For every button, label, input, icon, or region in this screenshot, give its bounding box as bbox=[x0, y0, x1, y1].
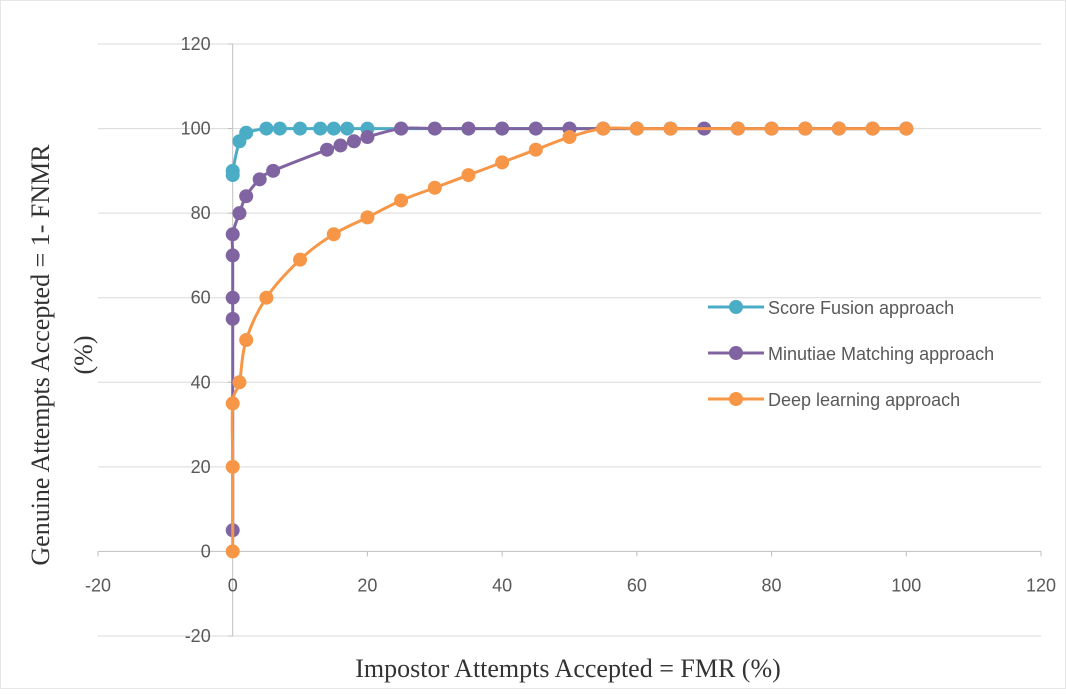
data-point bbox=[528, 121, 543, 136]
data-point bbox=[259, 290, 274, 305]
data-point bbox=[225, 227, 240, 242]
data-point bbox=[225, 544, 240, 559]
data-point bbox=[293, 252, 308, 267]
data-point bbox=[360, 210, 375, 225]
data-point bbox=[225, 396, 240, 411]
data-point bbox=[394, 193, 409, 208]
y-tick-label: -20 bbox=[185, 626, 211, 646]
y-axis-title-line1: Genuine Attempts Accepted = 1- FNMR bbox=[26, 144, 55, 566]
y-tick-label: 100 bbox=[181, 119, 211, 139]
data-point bbox=[293, 121, 308, 136]
data-point bbox=[326, 121, 341, 136]
data-point bbox=[225, 248, 240, 263]
legend-entry: Deep learning approach bbox=[708, 390, 960, 410]
legend-marker bbox=[729, 392, 743, 406]
legend-label: Score Fusion approach bbox=[768, 298, 954, 318]
data-point bbox=[346, 134, 361, 149]
x-tick-label: 80 bbox=[762, 575, 782, 595]
x-tick-label: 0 bbox=[228, 575, 238, 595]
data-point bbox=[239, 333, 254, 347]
data-point bbox=[360, 130, 375, 145]
x-tick-label: 40 bbox=[492, 575, 512, 595]
series bbox=[225, 121, 914, 559]
data-point bbox=[427, 121, 442, 136]
data-point bbox=[313, 121, 328, 136]
tick-labels: -20 0 20 40 60 80 100 120 -20 0 20 40 60 80 100 120 bbox=[85, 34, 1056, 646]
data-point bbox=[596, 121, 611, 136]
data-point bbox=[562, 130, 577, 145]
data-point bbox=[272, 121, 287, 136]
data-point bbox=[225, 290, 240, 305]
data-point bbox=[333, 138, 348, 153]
data-point bbox=[239, 125, 254, 140]
y-tick-label: 0 bbox=[201, 541, 211, 561]
data-point bbox=[232, 375, 247, 390]
data-point bbox=[730, 121, 745, 136]
y-tick-label: 60 bbox=[191, 288, 211, 308]
legend-marker bbox=[729, 300, 743, 314]
y-axis-title-line2: (%) bbox=[69, 336, 98, 375]
x-tick-label: 120 bbox=[1026, 575, 1056, 595]
data-point bbox=[252, 172, 267, 187]
data-point bbox=[798, 121, 813, 136]
data-point bbox=[225, 459, 240, 474]
data-point bbox=[239, 189, 254, 204]
x-axis-title: Impostor Attempts Accepted = FMR (%) bbox=[355, 654, 781, 683]
data-point bbox=[259, 121, 274, 136]
data-point bbox=[831, 121, 846, 136]
data-point bbox=[394, 121, 409, 136]
data-point bbox=[495, 121, 510, 136]
y-tick-label: 80 bbox=[191, 203, 211, 223]
data-point bbox=[495, 155, 510, 170]
data-point bbox=[663, 121, 678, 136]
legend-label: Minutiae Matching approach bbox=[768, 344, 994, 364]
data-point bbox=[320, 142, 335, 157]
legend: Score Fusion approach Minutiae Matching a… bbox=[708, 298, 994, 410]
data-point bbox=[629, 121, 644, 136]
legend-entry: Minutiae Matching approach bbox=[708, 344, 994, 364]
legend-entry: Score Fusion approach bbox=[708, 298, 954, 318]
series-3 bbox=[225, 121, 914, 559]
x-tick-label: -20 bbox=[85, 575, 111, 595]
data-point bbox=[340, 121, 355, 136]
data-point bbox=[528, 142, 543, 157]
x-tick-label: 60 bbox=[627, 575, 647, 595]
y-tick-label: 120 bbox=[181, 34, 211, 54]
legend-marker bbox=[729, 346, 743, 360]
data-point bbox=[326, 227, 341, 242]
y-tick-label: 40 bbox=[191, 372, 211, 392]
data-point bbox=[225, 311, 240, 326]
data-point bbox=[899, 121, 914, 136]
data-point bbox=[232, 206, 247, 221]
data-point bbox=[266, 163, 281, 178]
data-point bbox=[461, 121, 476, 136]
data-point bbox=[461, 168, 476, 183]
x-tick-label: 100 bbox=[891, 575, 921, 595]
data-point bbox=[427, 180, 442, 195]
legend-label: Deep learning approach bbox=[768, 390, 960, 410]
data-point bbox=[764, 121, 779, 136]
data-point bbox=[865, 121, 880, 136]
y-tick-label: 20 bbox=[191, 457, 211, 477]
x-tick-label: 20 bbox=[357, 575, 377, 595]
data-point bbox=[225, 163, 240, 178]
